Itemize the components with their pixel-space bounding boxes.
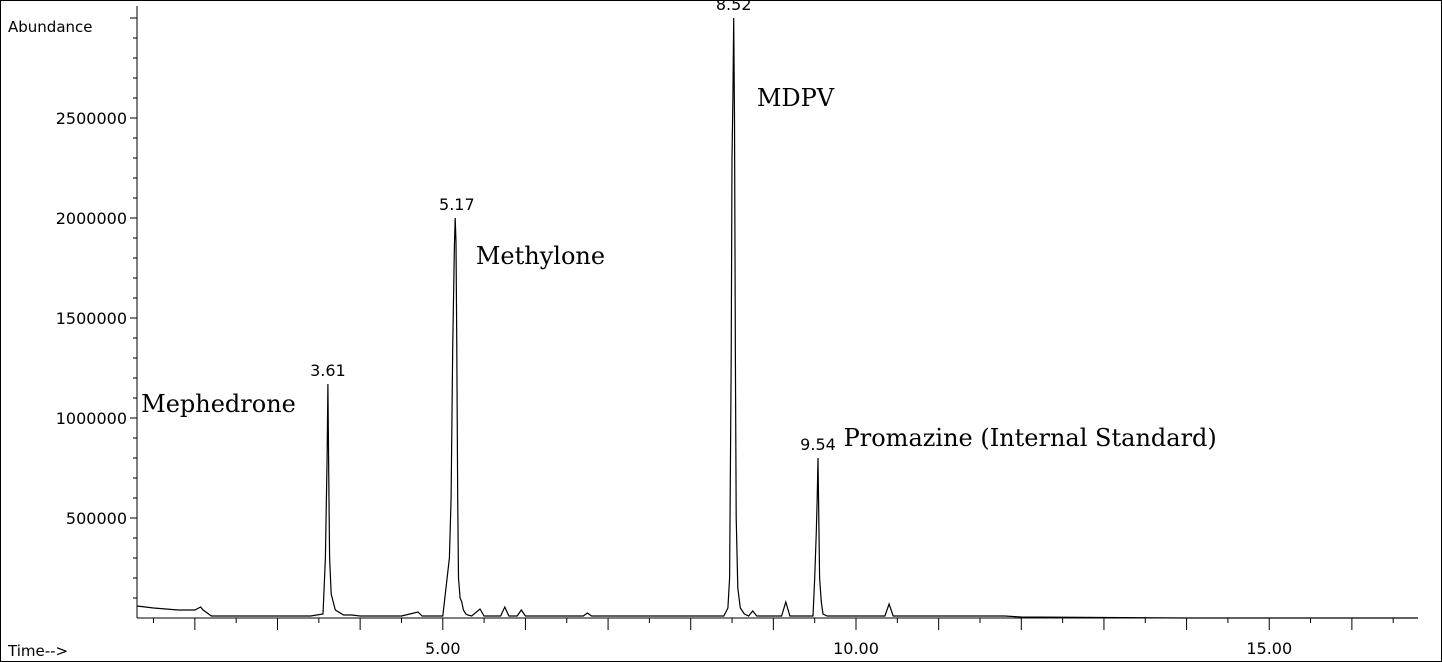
ticks: 500000 1000000 1500000 2000000 2500000 5.00 10… (56, 17, 1394, 658)
peak-label: 5.17 (439, 195, 475, 214)
y-axis-title: Abundance (8, 18, 93, 36)
y-tick-label: 1000000 (56, 409, 127, 428)
compound-annotation: Promazine (Internal Standard) (844, 424, 1217, 452)
x-tick-label: 10.00 (833, 639, 879, 658)
chromatogram-trace (136, 17, 1418, 619)
x-tick-label: 15.00 (1246, 639, 1292, 658)
peak-label: 3.61 (310, 361, 346, 380)
y-tick-label: 1500000 (56, 309, 127, 328)
series-layer (136, 17, 1418, 619)
compound-annotation: MDPV (757, 84, 835, 112)
y-tick-label: 500000 (66, 509, 127, 528)
peak-label: 9.54 (800, 435, 836, 454)
compound-annotation: Mephedrone (141, 390, 296, 418)
labels-layer: 3.61 5.17 8.52 9.54 Mephedrone Methylone MDPV P… (141, 0, 1217, 454)
x-tick-label: 5.00 (425, 639, 461, 658)
y-tick-label: 2000000 (56, 209, 127, 228)
x-axis-title: Time--> (7, 642, 68, 660)
peak-label: 8.52 (716, 0, 752, 14)
y-tick-label: 2500000 (56, 109, 127, 128)
compound-annotation: Methylone (476, 242, 605, 270)
